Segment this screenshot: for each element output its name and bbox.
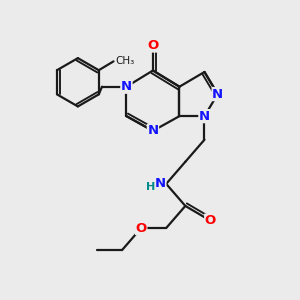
Text: N: N: [121, 80, 132, 93]
Text: N: N: [212, 88, 223, 100]
Text: N: N: [199, 110, 210, 123]
Text: O: O: [136, 221, 147, 235]
Text: O: O: [205, 214, 216, 227]
Text: N: N: [147, 124, 158, 137]
Text: O: O: [147, 39, 159, 52]
Text: CH₃: CH₃: [116, 56, 135, 66]
Text: H: H: [146, 182, 156, 192]
Text: N: N: [155, 177, 166, 190]
